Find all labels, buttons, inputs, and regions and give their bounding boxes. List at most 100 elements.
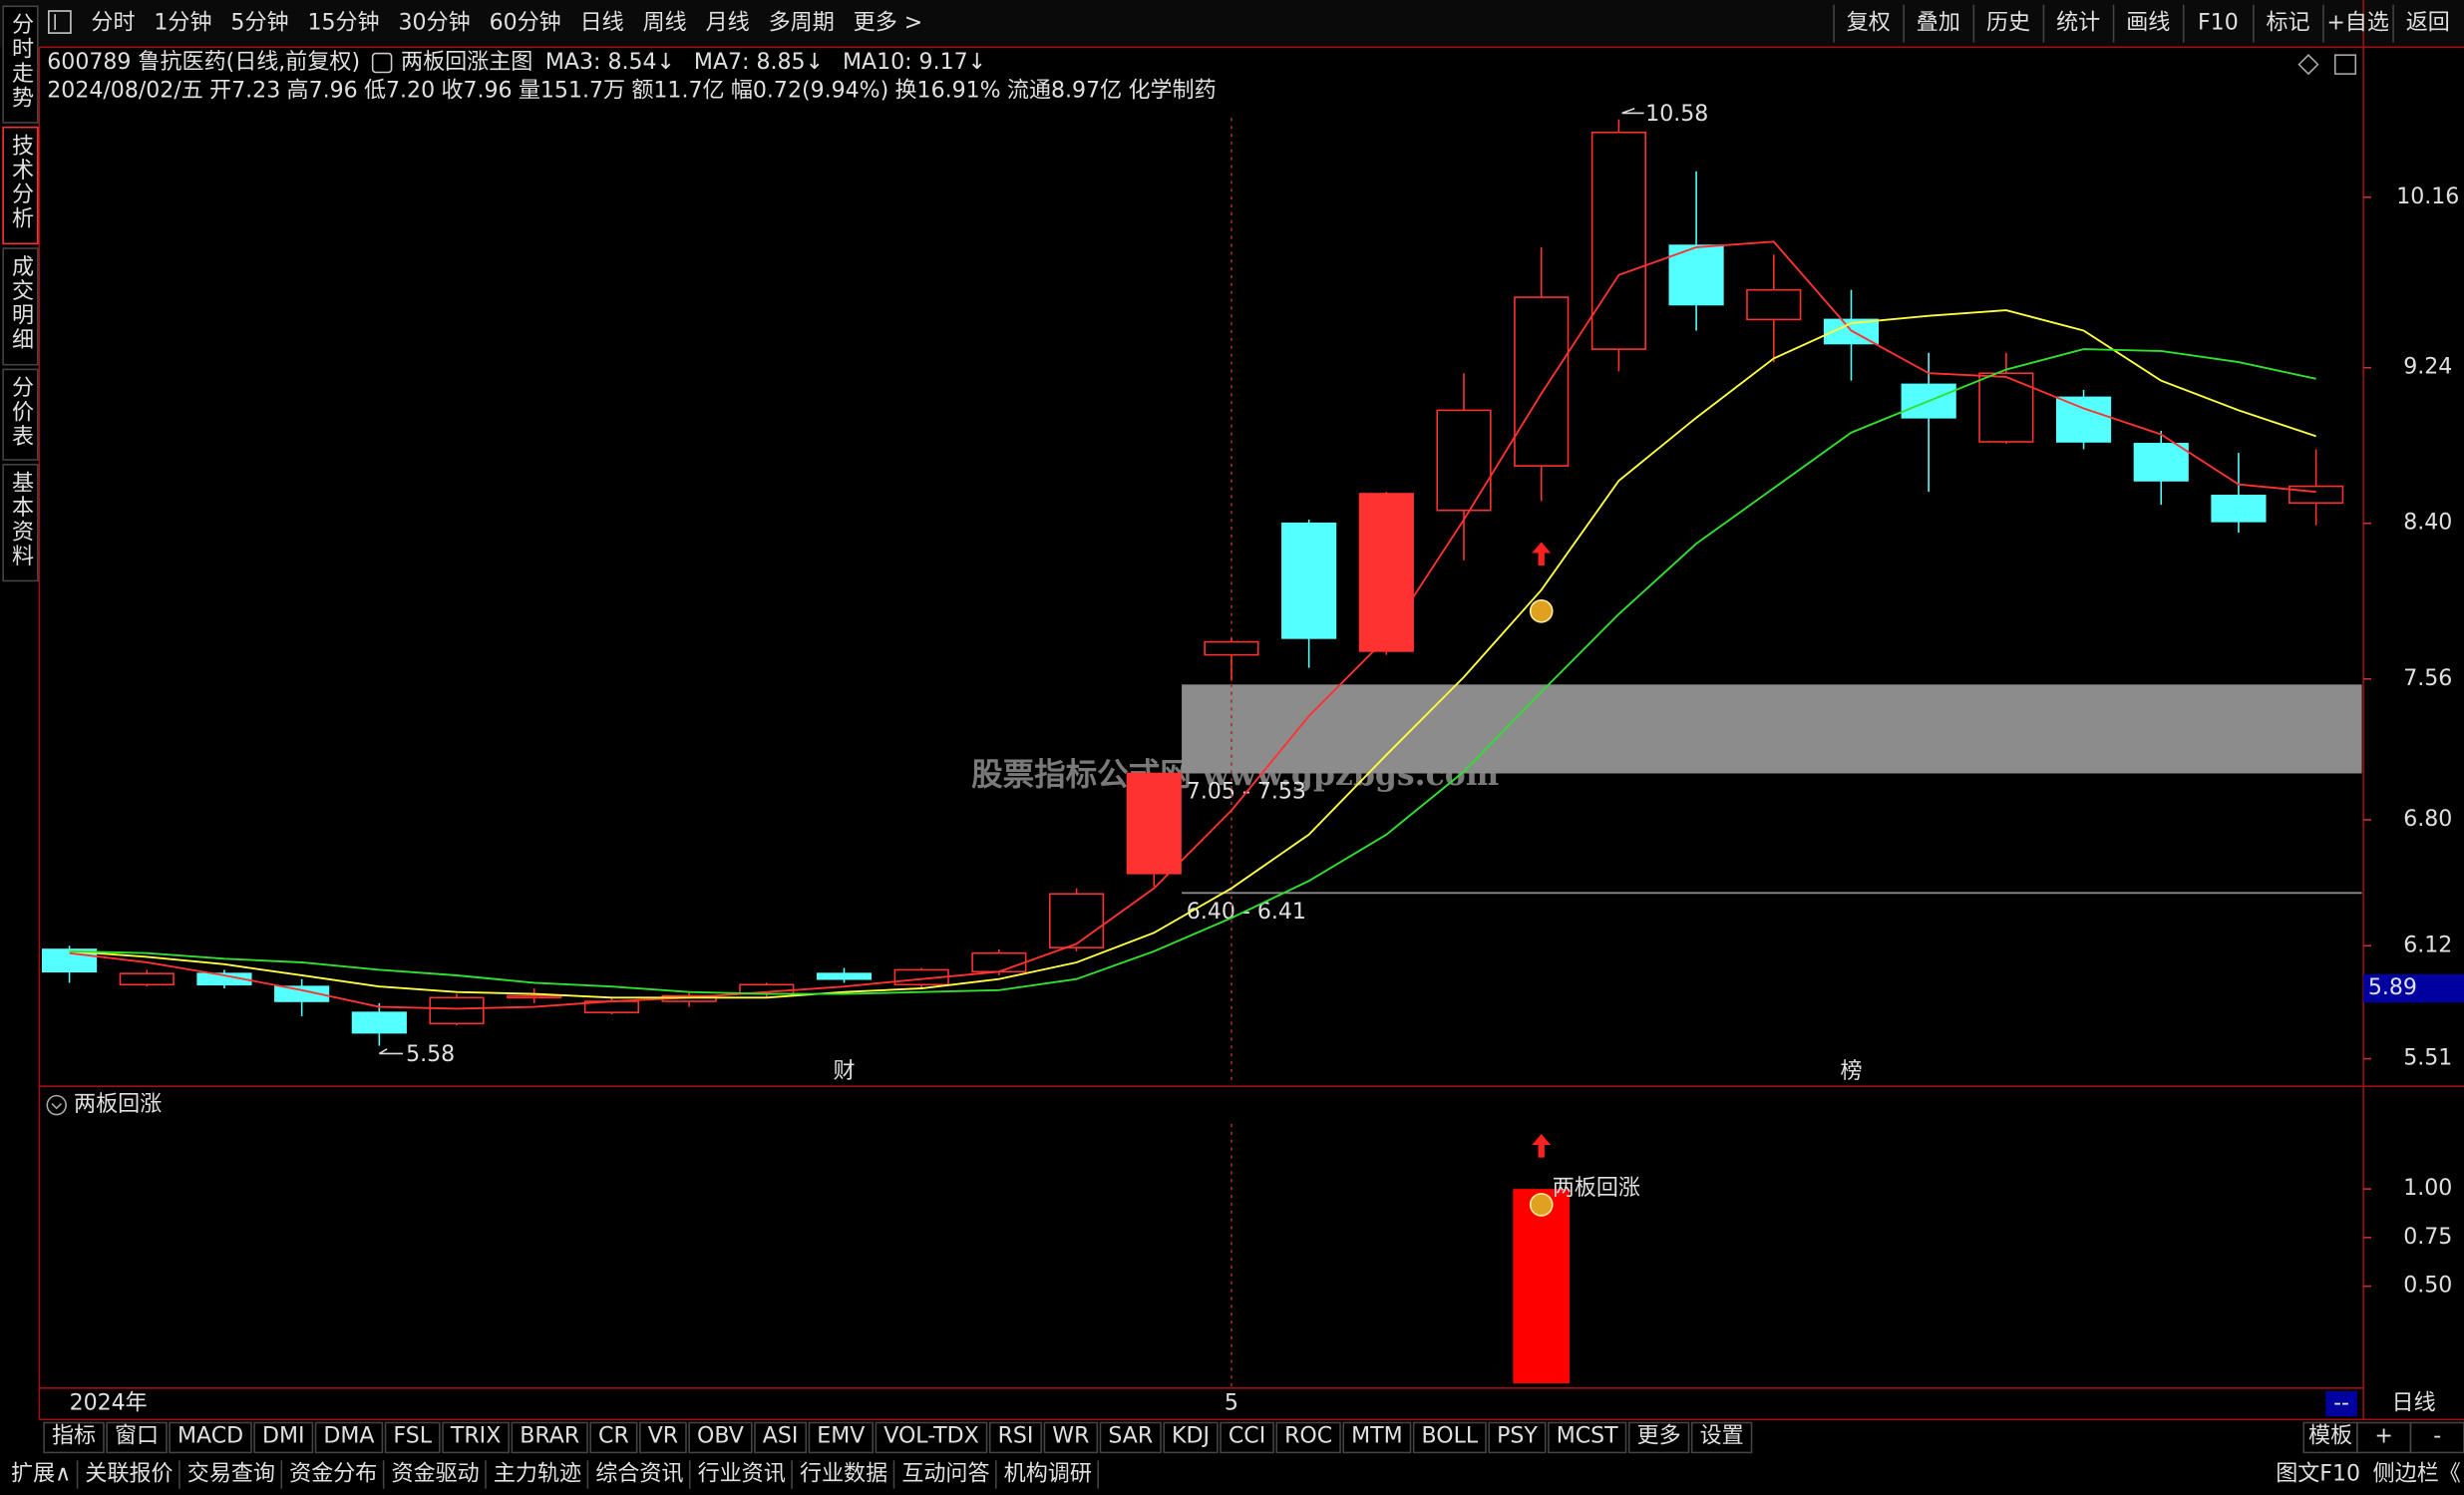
period-tab[interactable]: 日线 [580,11,624,36]
menu-icon[interactable] [48,10,72,34]
period-tab[interactable]: 多周期 [769,11,835,36]
indicator-tab[interactable]: 设置 [1700,1424,1744,1449]
tool-button[interactable]: +自选 [2326,11,2389,36]
indicator-tab[interactable]: VR [648,1424,678,1449]
period-tab[interactable]: 15分钟 [307,11,379,36]
tool-button[interactable]: 统计 [2056,11,2100,36]
tool-button[interactable]: F10 [2198,11,2239,36]
tool-button[interactable]: 返回 [2406,11,2450,36]
indicator-tab[interactable]: KDJ [1172,1424,1210,1449]
event-marker[interactable]: 榜 [1840,1059,1862,1084]
sidebar-tab-box[interactable] [2,5,39,124]
indicator-tab[interactable]: EMV [817,1424,865,1449]
period-tab[interactable]: 分时 [91,11,135,36]
tab-box [1342,1421,1412,1454]
link-tab[interactable]: 机构调研 [1004,1462,1092,1487]
x-axis-label: 5 [1225,1391,1238,1416]
indicator-tab[interactable]: VOL-TDX [883,1424,978,1449]
indicator-tab[interactable]: PSY [1497,1424,1538,1449]
candle-body [119,972,175,986]
indicator-tab[interactable]: DMA [323,1424,374,1449]
link-tab[interactable]: 交易查询 [187,1462,275,1487]
sidebar-tab-box[interactable] [2,126,39,245]
diamond-icon[interactable] [2297,54,2319,76]
signal-arrow [1532,1133,1552,1158]
template-tab[interactable]: 模板 [2308,1424,2352,1449]
link-tab[interactable]: 图文F10 [2276,1462,2360,1487]
candle-body [816,972,873,980]
period-tab[interactable]: 周线 [643,11,687,36]
indicator-tab[interactable]: MTM [1351,1424,1403,1449]
indicator-tab[interactable]: 更多 [1637,1424,1681,1449]
indicator-tab[interactable]: 指标 [52,1424,96,1449]
status-marker-box [2325,1390,2357,1417]
period-tab[interactable]: 5分钟 [230,11,288,36]
indicator-tab[interactable]: BOLL [1422,1424,1479,1449]
period-tab[interactable]: 60分钟 [490,11,561,36]
period-tab[interactable]: 1分钟 [154,11,211,36]
candle-body [1126,772,1182,875]
collapse-icon[interactable] [46,1094,67,1116]
indicator-tab[interactable]: WR [1052,1424,1089,1449]
tool-button[interactable]: 画线 [2126,11,2170,36]
tab-box [314,1421,384,1454]
indicator-tab[interactable]: FSL [393,1424,432,1449]
template-tab[interactable]: - [2433,1424,2441,1449]
template-tab[interactable]: + [2374,1424,2392,1449]
link-tab[interactable]: 资金驱动 [392,1462,480,1487]
link-tab[interactable]: 行业数据 [800,1462,887,1487]
indicator-tab[interactable]: MACD [177,1424,243,1449]
tool-button[interactable]: 叠加 [1917,11,1960,36]
tab-box [754,1421,808,1454]
y-tick-label: 0.75 [2403,1225,2452,1250]
period-tab[interactable]: 更多 > [854,11,923,36]
ma-legend: MA7: 8.85↓ [694,50,824,75]
tab-box [1412,1421,1487,1454]
link-tab[interactable]: 行业资讯 [698,1462,786,1487]
sidebar-tab[interactable]: 分价表 [8,376,34,449]
link-tab[interactable]: 互动问答 [901,1462,989,1487]
tool-button[interactable]: 复权 [1847,11,1891,36]
candle-body [2288,485,2344,505]
indicator-tab[interactable]: CR [598,1424,629,1449]
link-tab[interactable]: 关联报价 [85,1462,173,1487]
sidebar-tab[interactable]: 成交明细 [8,254,34,352]
link-tab[interactable]: 主力轨迹 [494,1462,581,1487]
link-tab[interactable]: 扩展∧ [11,1462,71,1487]
sidebar-tab[interactable]: 分时走势 [8,13,34,111]
sidebar-tab-box[interactable] [2,247,39,366]
indicator-tab[interactable]: SAR [1108,1424,1153,1449]
period-tab[interactable]: 月线 [706,11,750,36]
window-icon[interactable] [2333,54,2357,75]
sidebar-tab-box[interactable] [2,463,39,582]
indicator-tab[interactable]: ASI [763,1424,799,1449]
indicator-tab[interactable]: TRIX [450,1424,501,1449]
indicator-tab[interactable]: CCI [1229,1424,1265,1449]
link-tab[interactable]: 侧边栏《 [2373,1462,2461,1487]
money-bag [1529,598,1554,623]
sidebar-tab-box[interactable] [2,368,39,461]
tab-box [442,1421,510,1454]
tool-button[interactable]: 标记 [2266,11,2309,36]
indicator-tab[interactable]: DMI [262,1424,305,1449]
indicator-tab[interactable]: BRAR [520,1424,579,1449]
event-marker[interactable]: 财 [833,1059,855,1084]
tab-box [2409,1421,2464,1454]
indicator-tab[interactable]: OBV [697,1424,744,1449]
link-tab[interactable]: 综合资讯 [595,1462,683,1487]
indicator-tab[interactable]: RSI [998,1424,1034,1449]
candle-body [1590,131,1646,350]
collapse-chevron [51,1102,63,1110]
tool-button[interactable]: 历史 [1986,11,2030,36]
sidebar-tab[interactable]: 基本资料 [8,471,34,568]
indicator-tab[interactable]: ROC [1284,1424,1332,1449]
sidebar-tab[interactable]: 技术分析 [8,134,34,231]
x-axis-label: 2024年 [70,1391,148,1416]
indicator-tab[interactable]: 窗口 [115,1424,159,1449]
ma-legend: MA10: 9.17↓ [843,50,986,75]
period-tab[interactable]: 30分钟 [399,11,471,36]
low-label: 5.58 [406,1042,455,1067]
link-tab[interactable]: 资金分布 [289,1462,377,1487]
indicator-tab[interactable]: MCST [1557,1424,1618,1449]
